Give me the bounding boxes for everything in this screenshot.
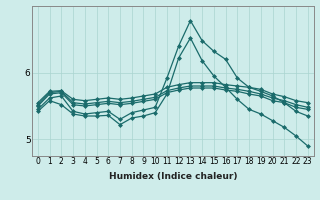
X-axis label: Humidex (Indice chaleur): Humidex (Indice chaleur) xyxy=(108,172,237,181)
